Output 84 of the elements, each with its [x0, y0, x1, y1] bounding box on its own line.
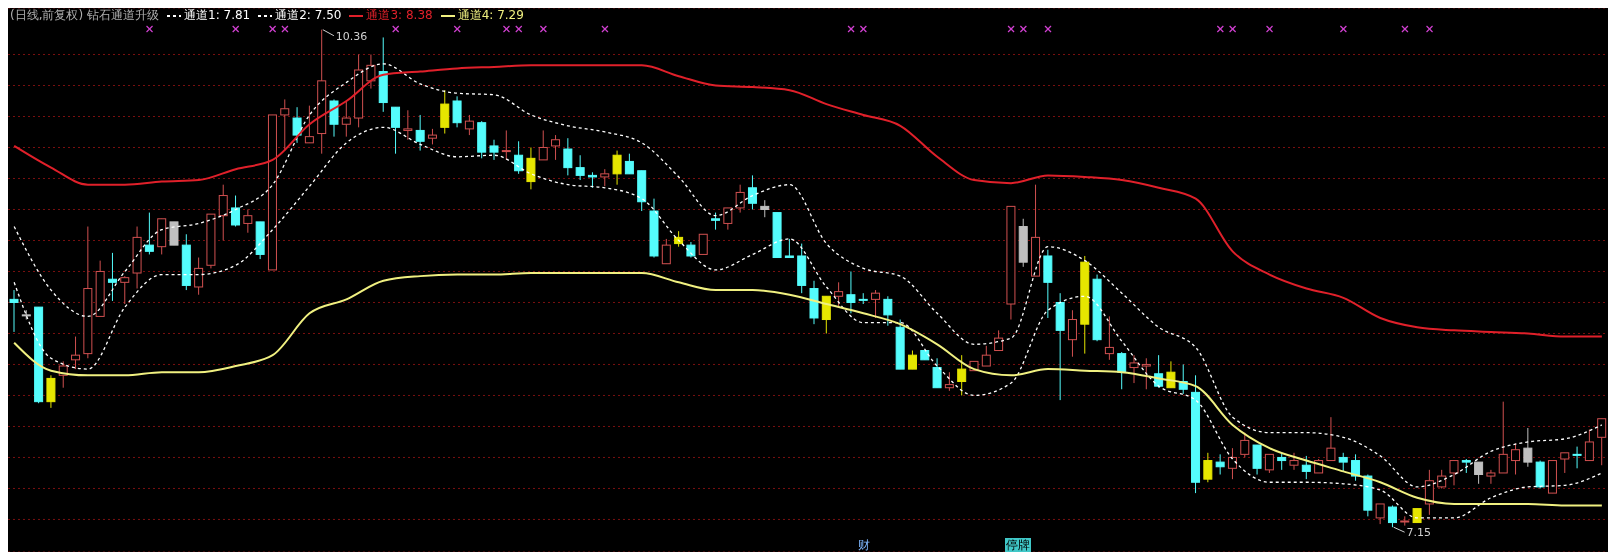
candlestick: [1227, 447, 1237, 480]
candlestick: [563, 137, 573, 176]
candlestick: [821, 295, 831, 334]
candlestick: [1424, 469, 1434, 516]
legend-label: 通道3: 8.38: [366, 8, 433, 23]
candlestick: [231, 195, 241, 228]
legend-label: 通道1: 7.81: [184, 8, 251, 23]
candlestick: [1252, 444, 1262, 476]
chart-title: (日线,前复权) 钻石通道升级: [10, 8, 159, 23]
candlestick: [1474, 461, 1484, 485]
candlestick: [1067, 309, 1077, 358]
candlestick: [526, 146, 536, 190]
candlestick: [292, 106, 302, 144]
candlestick: [1215, 453, 1225, 476]
candlestick: [907, 350, 917, 370]
candlestick: [144, 212, 154, 255]
candlestick: [1486, 469, 1496, 485]
candlestick: [723, 207, 733, 231]
candlestick: [981, 345, 991, 367]
candlestick: [551, 134, 561, 161]
candlestick: [9, 289, 19, 333]
candlestick: [1351, 453, 1361, 482]
candlestick: [538, 129, 548, 161]
candlestick: [957, 354, 967, 396]
candlestick: [243, 208, 253, 234]
candlestick: [489, 139, 499, 161]
annotation: 10.36: [335, 29, 368, 43]
candlestick: [1498, 401, 1508, 474]
candlestick: [304, 105, 314, 144]
candlestick: [1264, 453, 1274, 474]
legend-label: 通道4: 7.29: [457, 8, 524, 23]
annotation: 停牌: [1005, 538, 1032, 552]
candlestick: [846, 270, 856, 314]
legend-label: 通道2: 7.50: [275, 8, 342, 23]
candlestick: [107, 252, 117, 302]
candlestick: [218, 184, 228, 241]
candlestick: [46, 374, 56, 409]
candlestick: [71, 336, 81, 370]
candlestick: [661, 238, 671, 265]
candlestick: [329, 98, 339, 138]
candlestick: [1338, 452, 1348, 472]
candlestick: [403, 109, 413, 141]
candlestick: [1203, 452, 1213, 483]
candlestick: [784, 238, 794, 259]
candlestick: [871, 289, 881, 319]
candlestick: [1560, 452, 1570, 474]
candlestick: [1449, 460, 1459, 486]
candlestick: [1523, 427, 1533, 468]
candlestick: [624, 153, 634, 175]
candlestick: [698, 233, 708, 255]
candlestick: [280, 98, 290, 152]
candlestick: [415, 114, 425, 152]
candlestick: [501, 129, 511, 161]
candlestick: [612, 150, 622, 186]
annotation: 财: [857, 538, 872, 552]
candlestick: [1240, 432, 1250, 458]
candlestick: [834, 281, 844, 308]
candlestick: [932, 357, 942, 389]
candlestick: [1117, 351, 1127, 390]
candlestick: [883, 295, 893, 327]
candlestick: [391, 106, 401, 155]
candlestick: [575, 154, 585, 181]
candlestick: [1511, 443, 1521, 476]
candlestick: [464, 114, 474, 136]
candlestick: [1375, 503, 1385, 525]
candlestick: [747, 174, 757, 210]
candlestick: [440, 89, 450, 135]
candlestick: [1572, 446, 1582, 469]
candlestick: [120, 275, 130, 305]
candlestick: [1104, 315, 1114, 361]
candlestick: [735, 184, 745, 214]
candlestick: [994, 329, 1004, 352]
candlestick: [1584, 429, 1594, 462]
candlestick: [194, 257, 204, 296]
candlestick: [944, 371, 954, 392]
annotation: 7.15: [1406, 526, 1432, 540]
candlestick: [1326, 416, 1336, 462]
candlestick: [1141, 357, 1151, 390]
candlestick: [1129, 354, 1139, 384]
candlestick: [1301, 455, 1311, 480]
candlestick: [1289, 452, 1299, 471]
candlestick: [514, 140, 524, 175]
candlestick: [341, 100, 351, 138]
candlestick: [452, 95, 462, 128]
